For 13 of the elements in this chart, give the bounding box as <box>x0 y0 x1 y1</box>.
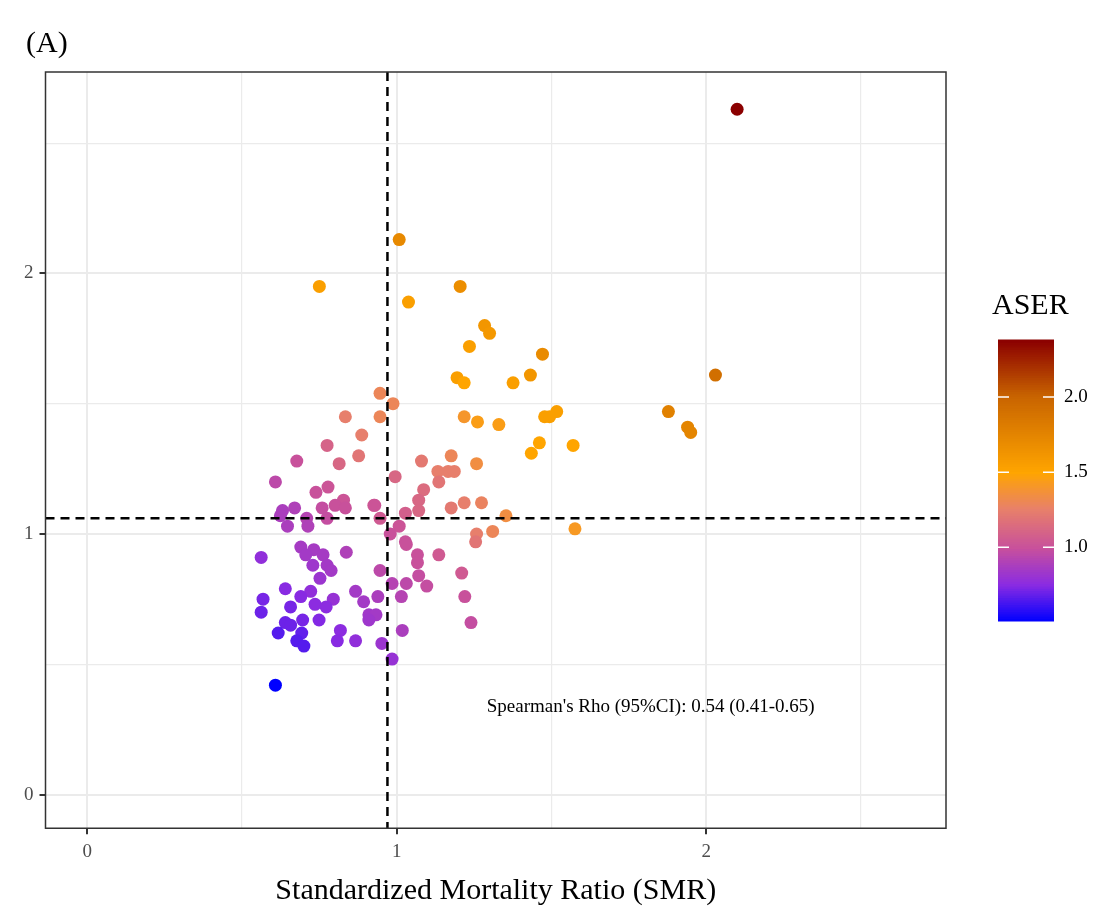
x-tick-label: 0 <box>82 839 93 861</box>
color-bar-label: 1.5 <box>1064 460 1088 482</box>
color-bar-label: 2.0 <box>1064 385 1088 407</box>
color-bar-label: 1.0 <box>1064 535 1088 557</box>
annotation: Spearman's Rho (95%CI): 0.54 (0.41-0.65) <box>486 695 815 718</box>
chart-title: (A) <box>26 25 68 59</box>
y-tick-label: 0 <box>24 782 34 804</box>
x-tick-label: 1 <box>391 839 402 861</box>
color-bar-title: ASER <box>992 287 1069 320</box>
y-tick-label: 1 <box>24 521 34 543</box>
x-tick-label: 2 <box>701 839 711 861</box>
y-tick-label: 2 <box>24 261 34 283</box>
x-axis-title: Standardized Mortality Ratio (SMR) <box>275 871 717 906</box>
